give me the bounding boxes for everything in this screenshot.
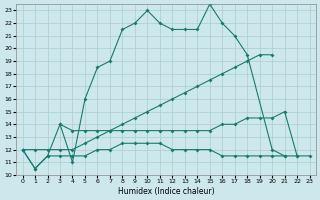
X-axis label: Humidex (Indice chaleur): Humidex (Indice chaleur) [118,187,214,196]
